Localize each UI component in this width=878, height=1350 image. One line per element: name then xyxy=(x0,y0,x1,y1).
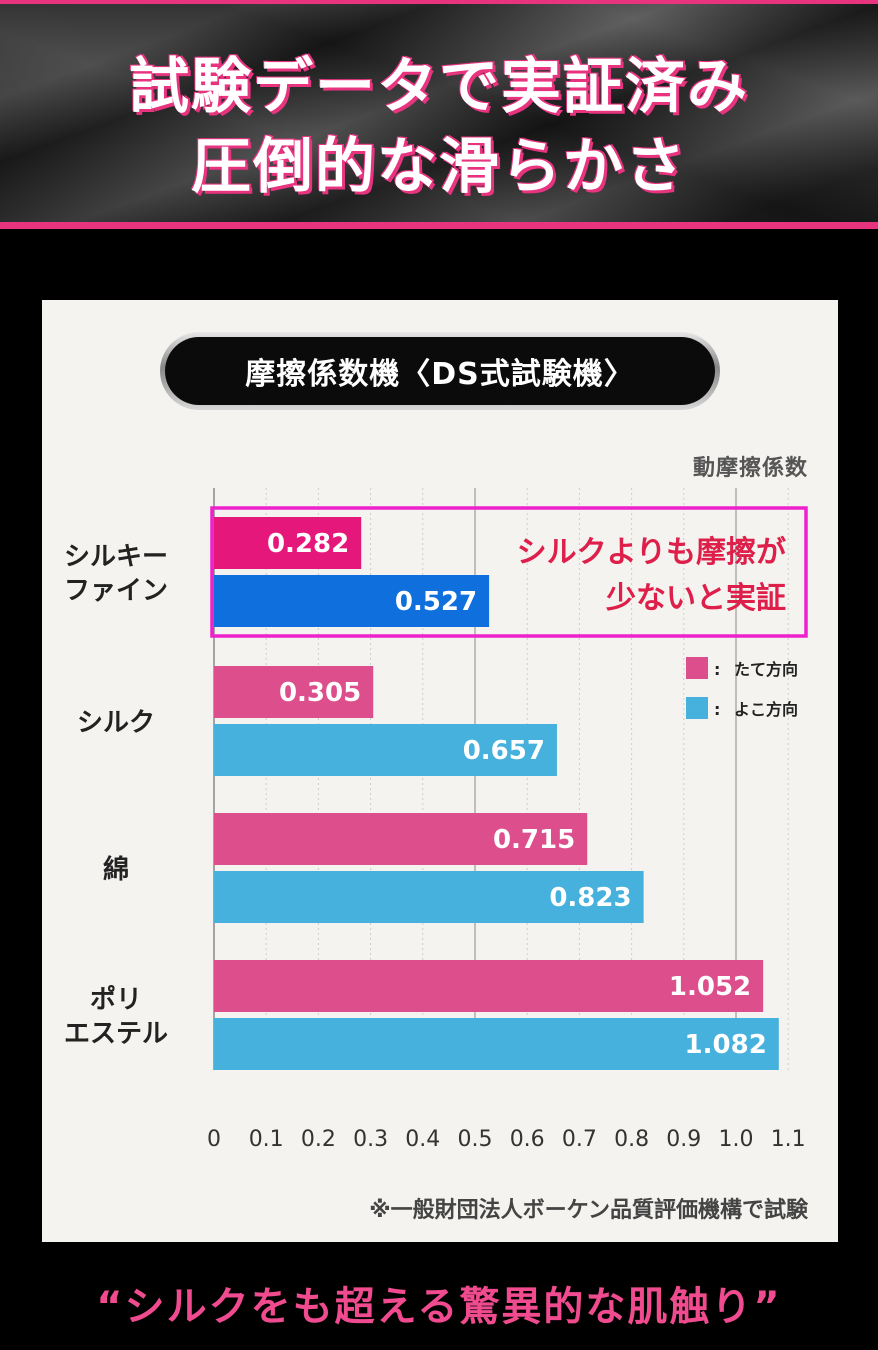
legend-separator: : xyxy=(714,660,720,679)
category-label: ポリ xyxy=(90,984,142,1015)
bar-value-label: 0.282 xyxy=(267,529,349,559)
chart-title-pill: 摩擦係数機〈DS式試験機〉 xyxy=(160,332,720,410)
chart-title: 摩擦係数機〈DS式試験機〉 xyxy=(245,357,635,392)
x-tick-label: 0.3 xyxy=(353,1127,388,1152)
category-label: シルキー xyxy=(64,542,168,572)
x-tick-label: 0.2 xyxy=(301,1127,336,1152)
legend-separator: : xyxy=(714,700,720,719)
legend-swatch xyxy=(686,657,708,679)
x-tick-label: 0.1 xyxy=(249,1127,284,1152)
header-top-accent xyxy=(0,0,878,4)
header-title-line1: 試験データで実証済み xyxy=(129,52,749,122)
x-tick-label: 0.9 xyxy=(666,1127,701,1152)
bar xyxy=(214,724,557,776)
category-label: 綿 xyxy=(103,854,129,885)
test-footnote: ※一般財団法人ボーケン品質評価機構で試験 xyxy=(369,1198,808,1223)
chart-card: 摩擦係数機〈DS式試験機〉 動摩擦係数 0 0.1 0.2 0.3 0.4 0.5 0.6 0… xyxy=(42,300,838,1242)
callout-text: 少ないと実証 xyxy=(606,581,786,616)
bar-value-label: 0.527 xyxy=(395,587,477,617)
x-tick-label: 0 xyxy=(207,1127,221,1152)
x-tick-label: 0.8 xyxy=(614,1127,649,1152)
x-tick-label: 0.4 xyxy=(405,1127,440,1152)
highlight-frame xyxy=(210,506,808,638)
legend-swatch xyxy=(686,697,708,719)
bar xyxy=(214,1018,779,1070)
x-tick-label: 1.1 xyxy=(771,1127,806,1152)
category-label: シルク xyxy=(77,708,155,738)
legend-label: よこ方向 xyxy=(734,700,798,719)
category-label: ファイン xyxy=(64,576,168,606)
bar xyxy=(214,666,374,718)
legend-label: たて方向 xyxy=(734,660,798,679)
bar xyxy=(214,575,490,627)
bar xyxy=(214,871,644,923)
category-label: エステル xyxy=(64,1019,168,1049)
axis-title: 動摩擦係数 xyxy=(692,456,808,481)
callout-text: シルクよりも摩擦が xyxy=(517,535,786,570)
bar-chart: 0 0.1 0.2 0.3 0.4 0.5 0.6 0.7 0.8 0.9 1.0 1.1 0.282 0… xyxy=(64,488,808,1152)
x-tick-label: 0.6 xyxy=(510,1127,545,1152)
x-tick-label: 0.5 xyxy=(458,1127,493,1152)
bar-value-label: 0.823 xyxy=(549,883,631,913)
bar-value-label: 1.052 xyxy=(669,972,751,1002)
bar-value-label: 1.082 xyxy=(685,1030,767,1060)
chart-title-pill-inner: 摩擦係数機〈DS式試験機〉 xyxy=(165,337,715,405)
header-banner: 試験データで実証済み 圧倒的な滑らかさ xyxy=(0,0,878,229)
bar-value-label: 0.715 xyxy=(493,825,575,855)
bar xyxy=(214,813,588,865)
bar-value-label: 0.305 xyxy=(279,678,361,708)
bar-value-label: 0.657 xyxy=(463,736,545,766)
x-tick-label: 0.7 xyxy=(562,1127,597,1152)
header-title-line2: 圧倒的な滑らかさ xyxy=(191,132,687,202)
x-tick-label: 1.0 xyxy=(719,1127,754,1152)
bar xyxy=(214,517,362,569)
bar xyxy=(214,960,764,1012)
tagline: “シルクをも超える驚異的な肌触り” xyxy=(96,1284,782,1330)
